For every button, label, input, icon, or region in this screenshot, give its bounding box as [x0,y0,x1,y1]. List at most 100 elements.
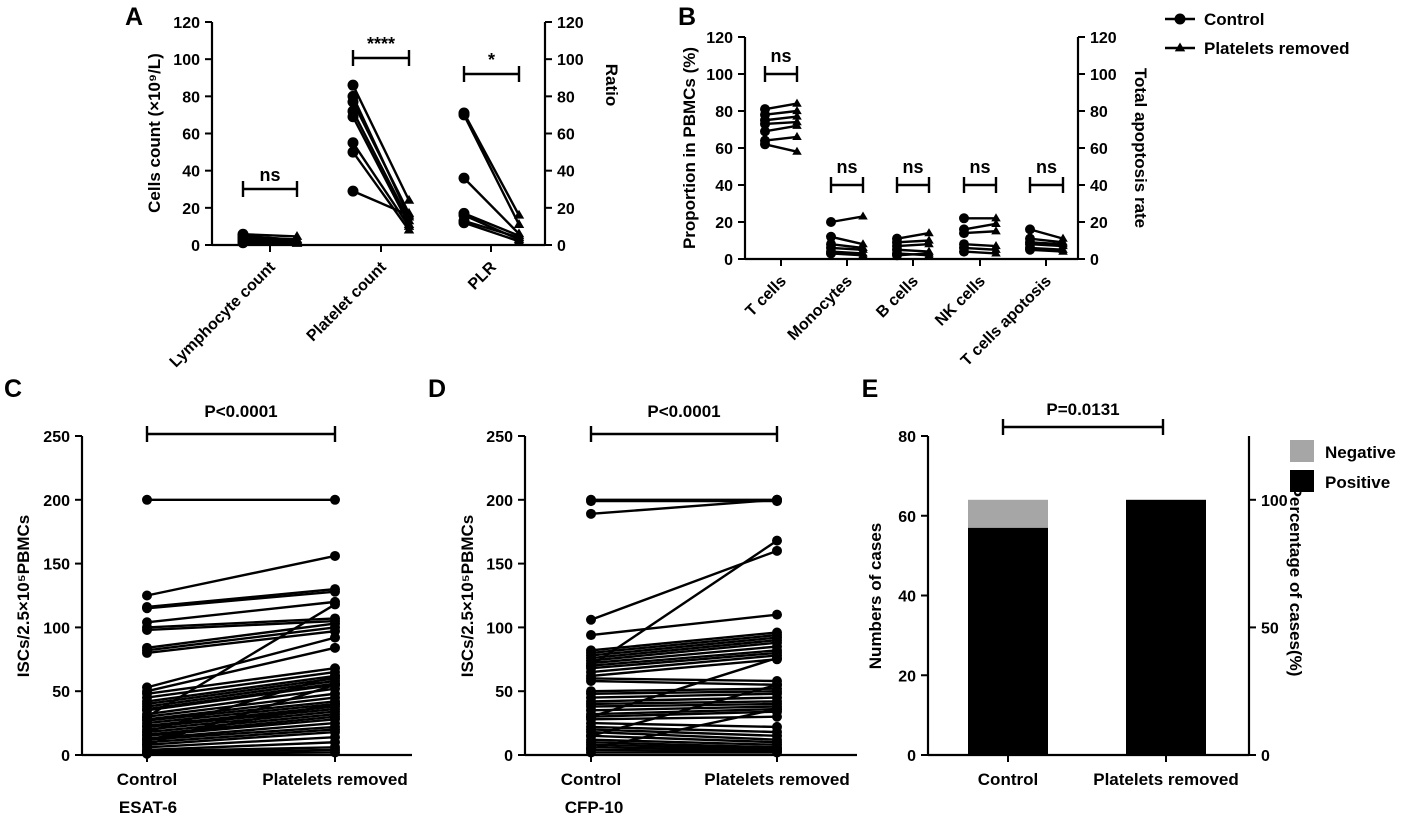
pair-line [146,702,336,725]
control-point [892,250,902,261]
pair-line [764,102,798,111]
pair-line [242,236,298,243]
platelets-removed-point [1058,246,1068,255]
legend-positive-swatch [1290,470,1314,492]
control-point [586,660,596,671]
y-tick-label: 150 [43,557,70,574]
panel-label-e: E [862,375,879,403]
y-tick-label: 250 [43,429,70,446]
platelets-removed-point [924,228,934,237]
control-point [826,231,836,242]
control-point [347,111,359,123]
control-point [142,624,152,635]
control-point [458,172,470,184]
pair-line [146,603,336,718]
control-point [760,139,770,150]
significance-label: ns [902,157,923,177]
pair-line [463,219,520,239]
y-axis-label: ISCs/2.5×10⁵PBMCs [458,515,477,677]
panel-label-d: D [428,375,446,403]
pair-line [146,670,336,699]
platelets-removed-point [772,535,782,546]
pair-line [830,243,864,250]
platelets-removed-point [792,111,802,120]
pair-line [590,707,778,750]
control-point [959,228,969,239]
x-axis-label: CFP-10 [565,798,624,815]
x-tick-label: Control [561,770,621,789]
y-tick-label: 0 [907,748,916,765]
pair-line [146,700,336,722]
x-tick-label: Platelet count [304,258,391,345]
control-point [142,739,152,750]
bar-negative [968,499,1048,528]
pair-line [146,715,336,736]
pvalue-label: P=0.0131 [1046,400,1119,419]
pair-line [590,498,778,516]
pair-line [146,677,336,706]
pair-line [146,707,336,729]
pair-line [146,730,336,746]
pair-line [896,252,930,257]
pair-line [146,590,336,610]
y-tick-label: 100 [173,52,200,69]
y2-tick-label: 40 [557,164,575,181]
y-tick-label: 120 [706,30,733,47]
pair-line [146,667,336,695]
control-point [1025,244,1035,255]
pair-line [896,243,930,248]
control-point [347,79,359,91]
pair-line [590,707,778,716]
platelets-removed-point [513,209,525,219]
control-point [959,246,969,257]
pair-line [590,658,778,678]
pair-line [146,735,336,749]
y2-axis-label: Ratio [602,64,621,107]
pair-line [590,539,778,667]
platelets-removed-point [330,494,340,505]
y-tick-label: 40 [715,178,733,195]
pair-line [963,246,997,251]
y2-tick-label: 80 [557,89,575,106]
control-point [826,248,836,259]
pair-line [146,741,336,752]
pair-line [896,248,930,253]
y2-tick-label: 0 [557,238,566,255]
legend-negative-label: Negative [1325,443,1396,462]
control-point [826,217,836,227]
control-point [1025,224,1035,235]
y-axis-label: Cells count (×10⁹/L) [145,53,164,213]
y-tick-label: 100 [486,620,513,637]
panel-label-b: B [678,3,696,31]
y-tick-label: 50 [495,684,513,701]
pair-line [146,710,336,731]
pair-line [590,746,778,752]
y2-tick-label: 20 [557,201,575,218]
pair-line [590,645,778,665]
significance-label: ns [770,46,791,66]
pair-line [242,238,298,245]
control-point [760,126,770,137]
platelets-removed-point [403,209,415,219]
x-tick-label: B cells [873,273,922,322]
y-tick-label: 60 [182,127,200,144]
pair-line [146,587,336,609]
pair-line [146,748,336,754]
y2-tick-label: 120 [1090,30,1117,47]
y-tick-label: 100 [43,620,70,637]
pair-line [462,112,521,216]
y-tick-label: 60 [715,141,733,158]
pair-line [590,683,778,738]
control-point [142,711,152,722]
pair-line [590,690,778,695]
pair-line [764,115,798,122]
pair-line [590,687,778,693]
control-point [760,118,770,129]
x-tick-label: PLR [465,258,500,293]
pair-line [462,114,521,226]
y-tick-label: 80 [715,104,733,121]
pair-line [1029,241,1064,246]
pair-line [352,190,410,217]
pair-line [463,212,520,237]
pair-line [146,630,336,655]
